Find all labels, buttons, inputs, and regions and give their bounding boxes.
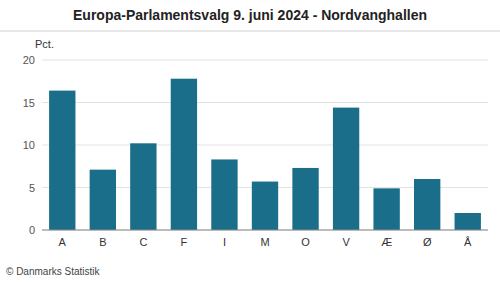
bars xyxy=(49,79,481,230)
grid-line xyxy=(42,230,488,231)
x-tick-label: Å xyxy=(464,236,472,248)
y-tick-label: 20 xyxy=(23,54,35,66)
x-tick-label: M xyxy=(260,236,269,248)
footer: © Danmarks Statistik xyxy=(6,266,101,277)
x-tick-label: Æ xyxy=(381,236,392,248)
title-divider xyxy=(0,31,500,32)
bar xyxy=(455,213,481,230)
bar xyxy=(211,159,237,230)
bar xyxy=(373,188,399,230)
y-tick-label: 0 xyxy=(29,224,35,236)
x-tick-label: F xyxy=(181,236,188,248)
x-tick-label: Ø xyxy=(423,236,432,248)
bar xyxy=(130,143,156,230)
bar xyxy=(252,182,278,230)
grid xyxy=(42,60,488,230)
bar xyxy=(414,179,440,230)
grid-line xyxy=(42,145,488,146)
x-tick-label: O xyxy=(301,236,310,248)
x-tick-label: V xyxy=(342,236,350,248)
y-tick-label: 15 xyxy=(23,97,35,109)
x-tick-label: A xyxy=(59,236,67,248)
bar xyxy=(292,168,318,230)
chart-container: Europa-Parlamentsvalg 9. juni 2024 - Nor… xyxy=(0,0,500,282)
y-tick-label: 5 xyxy=(29,182,35,194)
grid-line xyxy=(42,60,488,61)
y-tick-label: 10 xyxy=(23,139,35,151)
y-axis-label: Pct. xyxy=(35,38,54,50)
bar xyxy=(171,79,197,230)
grid-line xyxy=(42,102,488,103)
x-tick-label: I xyxy=(223,236,226,248)
x-axis-line xyxy=(42,230,488,231)
x-tick-label: B xyxy=(99,236,106,248)
bar xyxy=(333,108,359,230)
x-tick-label: C xyxy=(139,236,147,248)
bar xyxy=(49,91,75,230)
chart-title: Europa-Parlamentsvalg 9. juni 2024 - Nor… xyxy=(73,7,427,23)
bar xyxy=(90,170,116,230)
chart-svg: Europa-Parlamentsvalg 9. juni 2024 - Nor… xyxy=(0,0,500,282)
